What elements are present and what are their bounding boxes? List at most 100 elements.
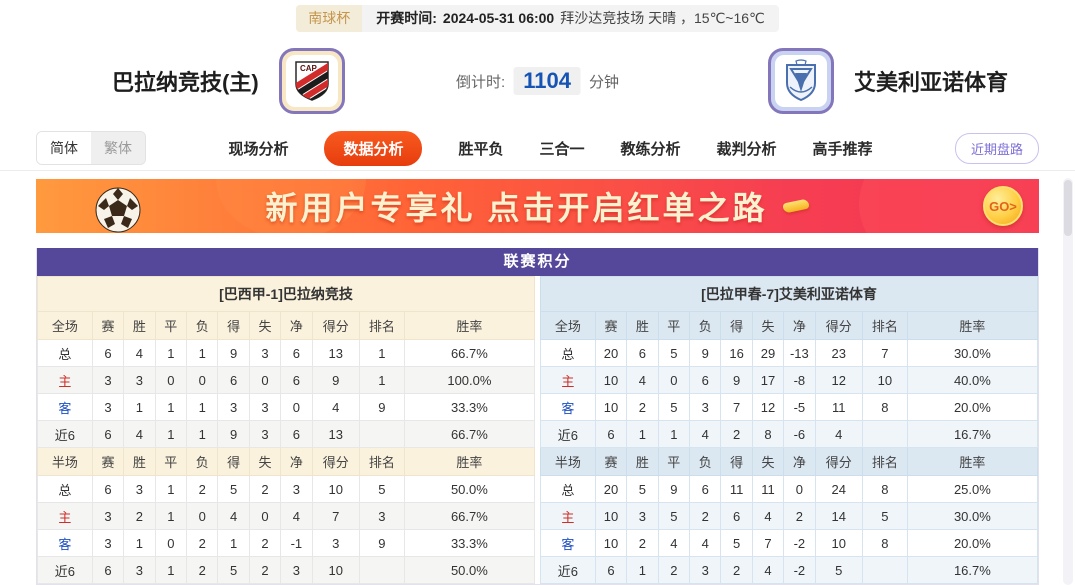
stat-cell: 16.7% — [906, 420, 1039, 448]
stat-cell: 3 — [280, 556, 313, 584]
tab-3[interactable]: 三合一 — [539, 140, 585, 158]
stat-cell: 10 — [594, 366, 628, 394]
column-header-row: 全场赛胜平负得失净得分 排名 胜率 — [37, 311, 536, 340]
kickoff-label: 开赛时间: — [376, 10, 437, 26]
column-header: 负 — [185, 311, 219, 340]
stat-cell: 5 — [814, 556, 863, 584]
stat-cell: 1 — [185, 393, 219, 421]
stat-cell: 29 — [751, 339, 785, 367]
language-toggle: 简体 繁体 — [36, 131, 146, 165]
stat-cell: 3 — [91, 502, 125, 530]
stat-cell: 2 — [657, 556, 691, 584]
stat-cell: 66.7% — [403, 502, 536, 530]
stat-cell: 4 — [311, 393, 360, 421]
stat-cell: 3 — [688, 556, 722, 584]
stat-cell: 0 — [185, 366, 219, 394]
kickoff-info: 开赛时间: 2024-05-31 06:00 拜沙达竞技场 天晴 ，15℃~16… — [362, 5, 779, 32]
stat-cell: 1 — [154, 393, 188, 421]
tab-2[interactable]: 胜平负 — [458, 140, 504, 158]
stat-cell: 0 — [657, 366, 691, 394]
column-header: 失 — [751, 311, 785, 340]
league-points-body: [巴西甲-1]巴拉纳竞技 全场赛胜平负得失净得分 排名 胜率总 6 4 1 1 9 3 6 13 1 66… — [37, 276, 1039, 584]
column-header: 胜 — [626, 311, 659, 340]
stat-cell: 5 — [217, 556, 250, 584]
stat-cell: -5 — [783, 393, 816, 421]
stat-cell: 33.3% — [403, 529, 536, 557]
stat-cell: -8 — [783, 366, 816, 394]
stat-cell: 6 — [280, 420, 313, 448]
tab-1[interactable]: 数据分析 — [324, 130, 423, 166]
match-header: 巴拉纳竞技(主) CAP 倒计时: 1104 分钟 — [0, 36, 1075, 126]
soccer-ball-icon — [94, 186, 142, 233]
tab-0[interactable]: 现场分析 — [228, 140, 289, 158]
row-label: 客 — [540, 393, 596, 421]
stat-cell: 20 — [594, 475, 628, 503]
stat-cell: 1 — [154, 420, 188, 448]
stat-cell: -2 — [783, 529, 816, 557]
stat-cell: -1 — [280, 529, 313, 557]
promo-banner[interactable]: 新用户专享礼 点击开启红单之路 GO> — [36, 179, 1039, 233]
stat-cell: 9 — [720, 366, 753, 394]
tab-6[interactable]: 高手推荐 — [812, 140, 873, 158]
stat-cell: 3 — [358, 502, 405, 530]
stat-cell: 23 — [814, 339, 863, 367]
stat-cell: 2 — [123, 502, 156, 530]
stat-cell: 3 — [123, 366, 156, 394]
stat-cell: 2 — [720, 420, 753, 448]
countdown: 倒计时: 1104 分钟 — [456, 67, 619, 95]
stat-cell: 7 — [311, 502, 360, 530]
lang-simplified-button[interactable]: 简体 — [37, 132, 91, 164]
stat-cell: 1 — [123, 393, 156, 421]
stat-cell: 9 — [688, 339, 722, 367]
stat-cell: 20.0% — [906, 529, 1039, 557]
stat-cell: 1 — [154, 339, 188, 367]
kickoff-time: 2024-05-31 06:00 — [442, 10, 555, 26]
stat-cell: 6 — [91, 475, 125, 503]
stat-cell: 4 — [123, 339, 156, 367]
home-logo-shield-icon: CAP — [285, 55, 338, 107]
away-team-logo — [768, 48, 834, 114]
table-row: 近6 6 1 2 3 2 4 -2 5 16.7% — [540, 556, 1039, 584]
countdown-value: 1104 — [513, 67, 581, 95]
column-header: 半场 — [540, 447, 596, 476]
stat-cell — [358, 420, 405, 448]
column-header: 胜 — [123, 447, 156, 476]
stat-cell: 5 — [861, 502, 908, 530]
home-team-name: 巴拉纳竞技(主) — [112, 70, 259, 95]
column-header: 胜率 — [906, 447, 1039, 476]
row-label: 主 — [540, 502, 596, 530]
team-header: [巴西甲-1]巴拉纳竞技 — [37, 276, 535, 312]
stat-cell: 7 — [720, 393, 753, 421]
stat-cell: 6 — [626, 339, 659, 367]
stat-cell: 50.0% — [403, 556, 536, 584]
row-label: 近6 — [37, 420, 93, 448]
team-header-row: [巴西甲-1]巴拉纳竞技 — [37, 276, 535, 312]
lang-traditional-button[interactable]: 繁体 — [91, 132, 145, 164]
row-label: 总 — [540, 475, 596, 503]
stat-cell: 0 — [280, 393, 313, 421]
stat-cell: 2 — [626, 529, 659, 557]
recent-odds-button[interactable]: 近期盘路 — [954, 132, 1039, 164]
scrollbar-thumb[interactable] — [1064, 180, 1072, 236]
go-button[interactable]: GO> — [983, 186, 1023, 226]
tab-5[interactable]: 裁判分析 — [716, 140, 777, 158]
table-row: 总 6 4 1 1 9 3 6 13 1 66.7% — [37, 339, 536, 367]
column-header: 胜率 — [403, 311, 536, 340]
stat-cell: 9 — [358, 393, 405, 421]
column-header: 净 — [783, 311, 816, 340]
stat-cell: 2 — [185, 475, 219, 503]
stat-cell: 14 — [814, 502, 863, 530]
stat-cell — [358, 556, 405, 584]
table-row: 总 20 6 5 9 16 29 -13 23 7 30.0% — [540, 339, 1039, 367]
stat-cell: 1 — [154, 502, 188, 530]
column-header: 胜率 — [906, 311, 1039, 340]
stat-cell: 10 — [594, 529, 628, 557]
stat-cell: 3 — [123, 475, 156, 503]
countdown-unit: 分钟 — [588, 73, 619, 91]
home-team-logo: CAP — [278, 48, 345, 114]
table-row: 总 6 3 1 2 5 2 3 10 5 50.0% — [37, 475, 536, 503]
stat-cell: 3 — [248, 420, 282, 448]
scrollbar[interactable] — [1063, 178, 1073, 585]
tab-4[interactable]: 教练分析 — [620, 140, 681, 158]
away-team-block: 艾美利亚诺体育 — [768, 48, 1008, 114]
